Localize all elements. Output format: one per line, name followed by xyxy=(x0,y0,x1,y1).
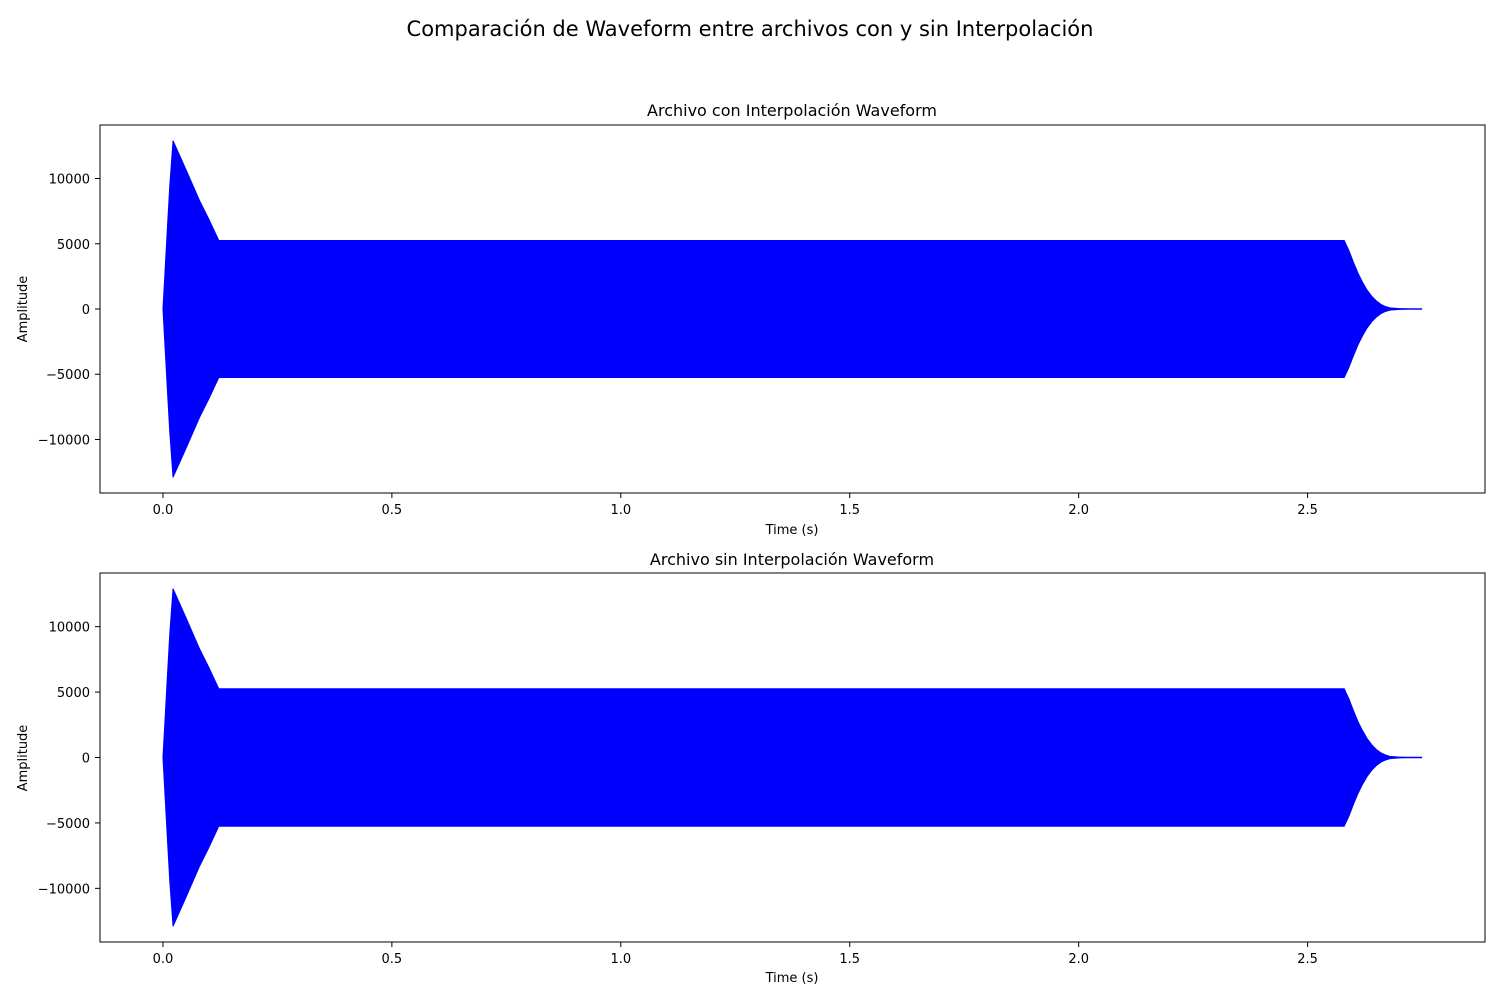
y-axis-ticks: −10000 −5000 0 5000 10000 xyxy=(38,173,100,448)
y-tick-label: −5000 xyxy=(46,368,90,383)
y-tick-label: −10000 xyxy=(38,433,90,448)
y-tick-label: −10000 xyxy=(38,882,90,897)
x-tick-label: 2.5 xyxy=(1297,503,1318,518)
x-axis-ticks: 0.0 0.5 1.0 1.5 2.0 2.5 xyxy=(153,493,1318,518)
x-tick-label: 1.0 xyxy=(610,503,631,518)
y-tick-label: 0 xyxy=(82,303,90,318)
x-tick-label: 1.0 xyxy=(610,952,631,967)
y-tick-label: 5000 xyxy=(57,238,90,253)
x-tick-label: 0.0 xyxy=(153,503,174,518)
waveform-area xyxy=(162,588,1423,927)
y-tick-label: −5000 xyxy=(46,817,90,832)
y-tick-label: 0 xyxy=(82,752,90,767)
x-tick-label: 2.0 xyxy=(1068,952,1089,967)
y-tick-label: 10000 xyxy=(49,621,90,636)
x-tick-label: 0.0 xyxy=(153,952,174,967)
waveform-area xyxy=(162,140,1423,478)
x-axis-label: Time (s) xyxy=(765,971,819,986)
subplot-with-interpolation: Archivo con Interpolación Waveform 0.0 0.… xyxy=(16,101,1486,538)
y-tick-label: 10000 xyxy=(49,173,90,188)
y-axis-label: Amplitude xyxy=(16,276,31,343)
x-tick-label: 2.0 xyxy=(1068,503,1089,518)
figure-title: Comparación de Waveform entre archivos c… xyxy=(406,17,1094,41)
x-axis-ticks: 0.0 0.5 1.0 1.5 2.0 2.5 xyxy=(153,942,1318,967)
x-tick-label: 1.5 xyxy=(839,503,860,518)
x-tick-label: 2.5 xyxy=(1297,952,1318,967)
y-axis-label: Amplitude xyxy=(16,725,31,792)
y-axis-ticks: −10000 −5000 0 5000 10000 xyxy=(38,621,100,897)
subplot-title: Archivo sin Interpolación Waveform xyxy=(650,550,934,569)
subplot-without-interpolation: Archivo sin Interpolación Waveform 0.0 0.… xyxy=(16,550,1486,986)
x-axis-label: Time (s) xyxy=(765,523,819,538)
x-tick-label: 0.5 xyxy=(382,503,403,518)
x-tick-label: 0.5 xyxy=(382,952,403,967)
subplot-title: Archivo con Interpolación Waveform xyxy=(647,101,937,120)
y-tick-label: 5000 xyxy=(57,686,90,701)
x-tick-label: 1.5 xyxy=(839,952,860,967)
